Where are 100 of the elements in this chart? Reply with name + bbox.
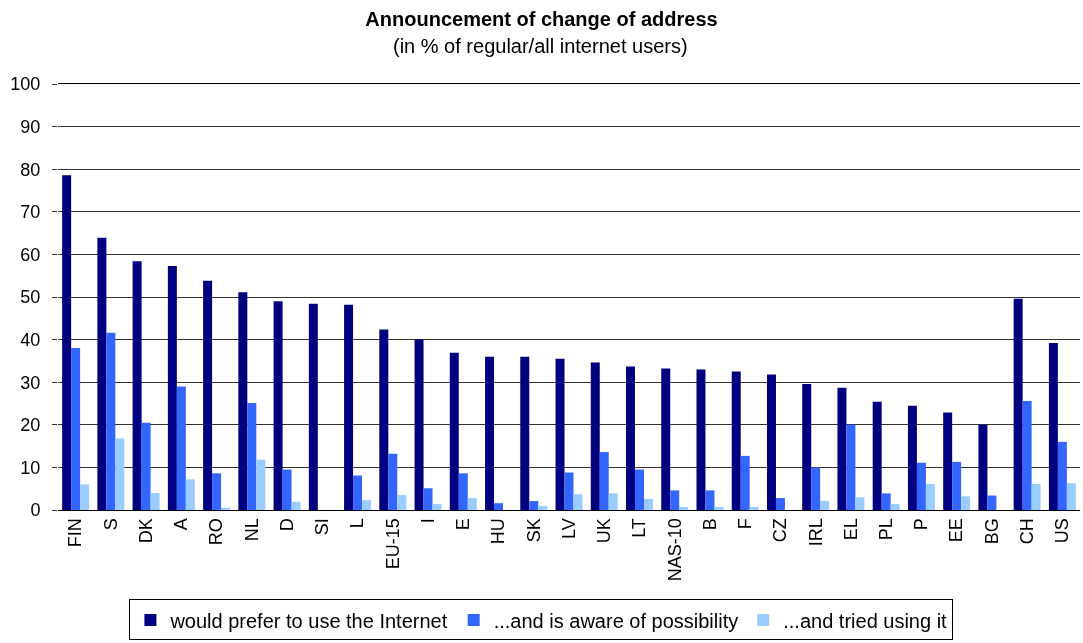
bar — [538, 505, 548, 510]
bar — [529, 501, 539, 510]
bar — [573, 494, 583, 510]
bar — [308, 303, 318, 510]
bar — [485, 356, 495, 510]
bar — [811, 467, 821, 510]
bar — [987, 495, 997, 510]
bar — [273, 301, 283, 510]
bar — [555, 358, 565, 510]
bar — [608, 493, 618, 510]
x-tick-label: LV — [558, 518, 579, 539]
bar — [282, 469, 292, 510]
bar — [881, 493, 891, 510]
x-tick-label: E — [453, 518, 474, 531]
bar — [766, 374, 776, 510]
y-tick-label: 10 — [20, 457, 41, 478]
bar — [141, 422, 151, 510]
bar — [978, 424, 988, 510]
bar — [590, 362, 600, 510]
y-tick-label: 30 — [20, 372, 41, 393]
bar — [212, 473, 222, 510]
x-tick-label: A — [171, 518, 192, 531]
x-tick-label: PL — [876, 518, 897, 541]
bar — [643, 498, 653, 510]
bar — [925, 484, 935, 510]
bar — [749, 507, 759, 510]
bar — [855, 497, 865, 510]
x-tick-label: NAS-10 — [664, 518, 685, 582]
bar — [167, 265, 177, 510]
bar — [890, 504, 900, 510]
bar — [176, 386, 186, 510]
y-tick-label: 80 — [20, 159, 41, 180]
bar — [388, 453, 398, 510]
bar — [423, 488, 433, 510]
x-tick-label: HU — [488, 518, 509, 545]
x-tick-label: EL — [840, 518, 861, 541]
bar — [494, 503, 504, 510]
x-tick-label: B — [699, 518, 720, 531]
bar — [203, 280, 213, 510]
x-tick-label: NL — [241, 518, 262, 542]
bar — [520, 356, 530, 510]
x-tick-label: SI — [312, 518, 333, 536]
bar — [1066, 483, 1076, 510]
bar — [802, 383, 812, 510]
y-tick-label: 100 — [10, 74, 41, 95]
x-tick-label: RO — [206, 518, 227, 546]
x-tick-label: IRL — [805, 518, 826, 547]
bar — [344, 304, 354, 510]
bar — [705, 490, 715, 510]
bar — [1031, 484, 1041, 510]
y-tick-label: 0 — [30, 500, 41, 521]
bar — [150, 492, 160, 510]
y-tick-label: 60 — [20, 244, 41, 265]
x-tick-label: CZ — [770, 518, 791, 543]
bar — [97, 237, 107, 510]
bar — [467, 498, 477, 510]
bar — [696, 369, 706, 510]
bar — [238, 292, 248, 510]
x-tick-label: US — [1052, 518, 1073, 544]
bar — [132, 261, 142, 510]
bar — [1022, 400, 1032, 510]
y-tick-label: 20 — [20, 415, 41, 436]
bar — [115, 438, 125, 510]
bar — [837, 387, 847, 510]
bar — [634, 469, 644, 510]
bar — [661, 368, 671, 510]
bar — [62, 175, 72, 510]
x-tick-label: EE — [946, 518, 967, 543]
y-tick-label: 70 — [20, 202, 41, 223]
legend-label: ...and tried using it — [783, 609, 948, 632]
bar — [775, 498, 785, 510]
bar — [71, 348, 81, 510]
bar — [820, 501, 830, 510]
bar — [872, 401, 882, 510]
x-tick-label: EU-15 — [382, 518, 403, 570]
bar — [961, 496, 971, 510]
bar — [291, 501, 301, 510]
bar — [599, 452, 609, 510]
chart-title: Announcement of change of address — [365, 8, 718, 31]
bar — [256, 459, 266, 510]
bar — [247, 403, 257, 510]
bar — [353, 475, 363, 510]
bar — [106, 332, 116, 510]
bar — [679, 507, 689, 510]
bar — [846, 424, 856, 510]
bar — [379, 329, 389, 510]
bar — [397, 495, 407, 510]
bar — [943, 412, 953, 510]
bar — [731, 371, 741, 510]
bar — [80, 484, 90, 510]
x-tick-label: LT — [629, 518, 650, 538]
legend-label: would prefer to use the Internet — [169, 609, 448, 632]
x-tick-label: F — [735, 518, 756, 530]
y-tick-label: 50 — [20, 287, 41, 308]
bar — [185, 479, 195, 510]
x-tick-label: D — [276, 518, 297, 532]
bar — [432, 504, 442, 510]
bar — [1013, 298, 1023, 510]
bar — [1057, 441, 1067, 510]
y-tick-label: 90 — [20, 116, 41, 137]
